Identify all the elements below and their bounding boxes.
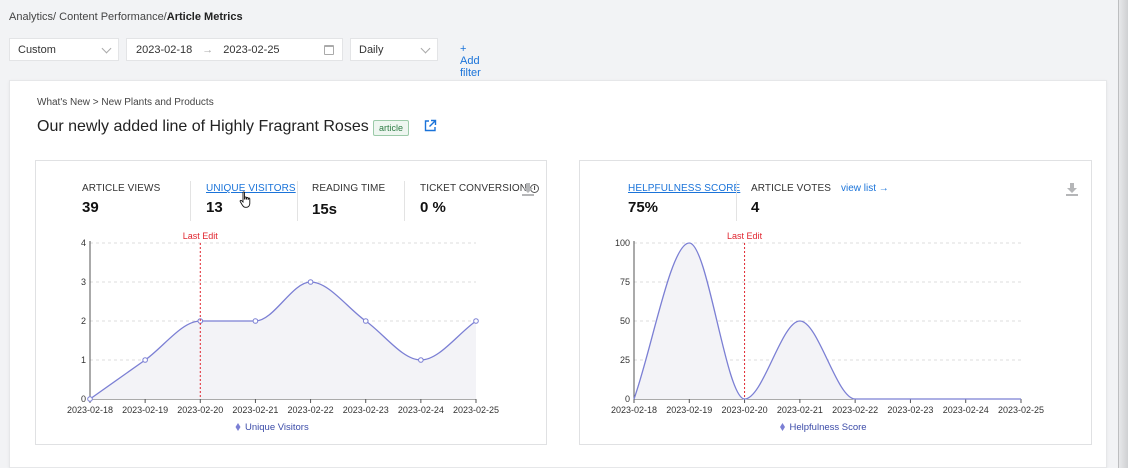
metric-label: READING TIME — [312, 183, 386, 194]
last-edit-label: Last Edit — [727, 231, 763, 241]
x-tick-label: 2023-02-24 — [943, 405, 989, 415]
x-tick-label: 2023-02-25 — [453, 405, 499, 415]
metric-ticket-conversion: TICKET CONVERSION i 0 % — [420, 183, 540, 216]
data-point — [87, 396, 93, 402]
metric-label: ARTICLE VOTES — [751, 183, 832, 194]
helpfulness-score-chart: 0 25 50 75 100 2023-02-18 2023-02-19 2023-02-20… — [611, 231, 1044, 433]
article-title: Our newly added line of Highly Fragrant … — [37, 118, 369, 135]
x-tick-label: 2023-02-25 — [998, 405, 1044, 415]
unique-visitors-chart: 0 1 2 3 4 2023-02-18 2023-02-19 2023-02-20 2023-… — [67, 231, 499, 433]
x-tick-label: 2023-02-22 — [832, 405, 878, 415]
window-edge — [1118, 0, 1128, 468]
range-select[interactable]: Custom — [9, 38, 119, 61]
metric-value: 75% — [628, 199, 659, 216]
add-filter-button[interactable]: + Add filter — [460, 43, 481, 79]
metric-divider — [404, 181, 405, 221]
x-tick-label: 2023-02-19 — [666, 405, 712, 415]
legend-label: Unique Visitors — [245, 422, 309, 433]
data-point — [142, 357, 148, 363]
x-tick-label: 2023-02-24 — [398, 405, 444, 415]
date-range-picker[interactable]: 2023-02-18 → 2023-02-25 — [126, 38, 343, 61]
calendar-icon — [324, 45, 334, 55]
view-list-label: view list — [841, 183, 877, 194]
metric-label: ARTICLE VIEWS — [82, 183, 161, 194]
unique-visitors-link[interactable]: UNIQUE VISITORS — [206, 183, 296, 194]
metric-divider — [736, 181, 737, 221]
x-tick-label: 2023-02-22 — [288, 405, 334, 415]
series-line — [633, 242, 1021, 400]
x-tick-label: 2023-02-21 — [232, 405, 278, 415]
breadcrumb: Analytics/ Content Performance/Article M… — [9, 11, 243, 23]
download-icon[interactable] — [522, 183, 534, 196]
x-tick-label: 2023-02-18 — [67, 405, 113, 415]
y-tick-label: 3 — [81, 277, 86, 287]
x-tick-label: 2023-02-23 — [343, 405, 389, 415]
y-tick-label: 100 — [615, 238, 630, 248]
x-tick-label: 2023-02-20 — [722, 405, 768, 415]
data-point — [473, 318, 479, 324]
date-end[interactable]: 2023-02-25 — [223, 43, 280, 56]
chart-legend: Helpfulness Score — [780, 422, 867, 433]
legend-marker-icon — [235, 423, 241, 431]
data-point — [418, 357, 424, 363]
external-link-icon[interactable] — [423, 119, 437, 133]
metric-unique-visitors[interactable]: UNIQUE VISITORS 13 — [206, 183, 296, 216]
y-tick-label: 50 — [620, 316, 630, 326]
date-start[interactable]: 2023-02-18 — [136, 43, 193, 56]
last-edit-label: Last Edit — [183, 231, 219, 241]
range-select-value: Custom — [18, 43, 56, 56]
metric-divider — [297, 181, 298, 221]
granularity-value: Daily — [359, 43, 384, 56]
chevron-down-icon — [420, 43, 431, 54]
series-line — [89, 281, 477, 400]
arrow-right-icon: → — [202, 43, 214, 56]
metric-article-votes: ARTICLE VOTES 4 — [751, 183, 831, 216]
x-tick-label: 2023-02-18 — [611, 405, 657, 415]
x-tick-label: 2023-02-23 — [887, 405, 933, 415]
y-tick-label: 0 — [81, 394, 86, 404]
download-icon[interactable] — [1066, 183, 1078, 196]
chart-legend: Unique Visitors — [235, 422, 309, 433]
x-tick-label: 2023-02-21 — [777, 405, 823, 415]
metric-article-views: ARTICLE VIEWS 39 — [82, 183, 160, 216]
breadcrumb-current: Article Metrics — [166, 11, 243, 23]
y-tick-label: 1 — [81, 355, 86, 365]
data-point — [252, 318, 259, 324]
view-list-link[interactable]: view list → — [841, 183, 889, 194]
metric-value: 4 — [751, 199, 760, 216]
metric-helpfulness-score[interactable]: HELPFULNESS SCORE 75% — [628, 183, 740, 216]
legend-marker-icon — [780, 423, 785, 431]
series-area — [634, 243, 1021, 399]
metric-label: TICKET CONVERSION — [420, 183, 528, 194]
x-tick-label: 2023-02-20 — [177, 405, 223, 415]
article-card: What's New > New Plants and Products Our… — [9, 80, 1107, 468]
article-breadcrumb[interactable]: What's New > New Plants and Products — [37, 97, 214, 108]
legend-label: Helpfulness Score — [790, 422, 867, 433]
helpfulness-panel: HELPFULNESS SCORE 75% ARTICLE VOTES 4 vi… — [579, 160, 1092, 445]
helpfulness-score-link[interactable]: HELPFULNESS SCORE — [628, 183, 741, 194]
hand-cursor-icon — [239, 191, 251, 208]
visitors-panel: ARTICLE VIEWS 39 UNIQUE VISITORS 13 READ… — [35, 160, 547, 445]
metric-reading-time: READING TIME 15s — [312, 183, 385, 218]
metric-value: 13 — [206, 199, 223, 216]
x-tick-label: 2023-02-19 — [122, 405, 168, 415]
metric-value: 0 % — [420, 199, 446, 216]
granularity-select[interactable]: Daily — [350, 38, 438, 61]
y-tick-label: 2 — [81, 316, 86, 326]
y-tick-label: 0 — [625, 394, 630, 404]
metric-value: 15s — [312, 201, 338, 218]
arrow-right-icon: → — [878, 183, 889, 194]
chevron-down-icon — [101, 43, 112, 54]
metric-value: 39 — [82, 199, 99, 216]
data-point — [362, 318, 369, 324]
y-tick-label: 25 — [620, 355, 630, 365]
metric-divider — [190, 181, 191, 221]
y-tick-label: 75 — [620, 277, 630, 287]
series-area — [90, 282, 476, 399]
y-tick-label: 4 — [81, 238, 86, 248]
data-point — [307, 279, 314, 285]
article-type-badge: article — [373, 120, 410, 136]
breadcrumb-path[interactable]: Analytics/ Content Performance/ — [9, 11, 167, 23]
